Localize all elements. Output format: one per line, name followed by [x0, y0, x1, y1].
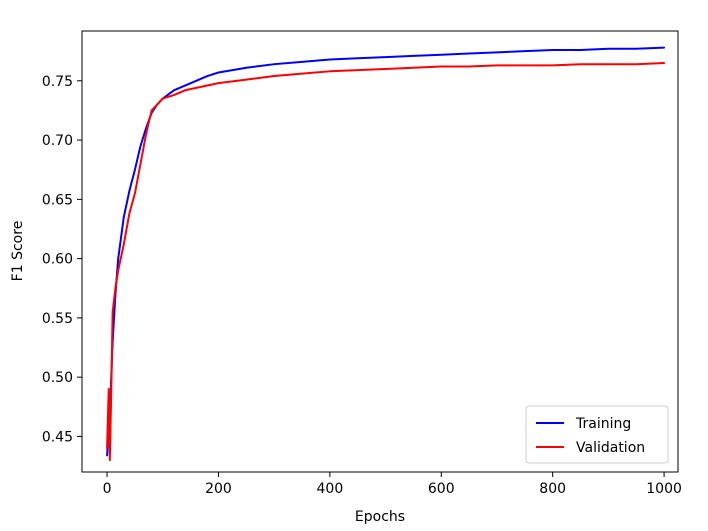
y-tick-label: 0.65 [42, 192, 73, 208]
x-tick-label: 1000 [646, 481, 682, 497]
y-tick-label: 0.75 [42, 74, 73, 90]
y-tick-label: 0.45 [42, 429, 73, 445]
legend-label-training: Training [575, 416, 631, 432]
y-tick-label: 0.50 [42, 370, 73, 386]
x-axis: 0 200 400 600 800 1000 [103, 472, 682, 497]
series-line-validation [106, 62, 666, 462]
x-axis-title: Epochs [355, 509, 405, 525]
y-axis: 0.45 0.50 0.55 0.60 0.65 0.70 0.75 [42, 74, 82, 445]
x-tick-label: 0 [103, 481, 112, 497]
y-tick-label: 0.60 [42, 252, 73, 268]
legend-box [525, 405, 669, 464]
series-layer [106, 46, 666, 462]
y-tick-label: 0.70 [42, 133, 73, 149]
plot-area [82, 31, 678, 472]
x-tick-label: 400 [317, 481, 344, 497]
plot-frame [81, 30, 679, 473]
legend-label-validation: Validation [576, 440, 645, 456]
y-axis-title: F1 Score [10, 221, 26, 282]
x-tick-label: 200 [205, 481, 232, 497]
series-line-training [106, 46, 666, 457]
x-tick-label: 600 [428, 481, 455, 497]
x-tick-label: 800 [539, 481, 566, 497]
y-tick-label: 0.55 [42, 311, 73, 327]
legend: Training Validation [525, 405, 669, 464]
